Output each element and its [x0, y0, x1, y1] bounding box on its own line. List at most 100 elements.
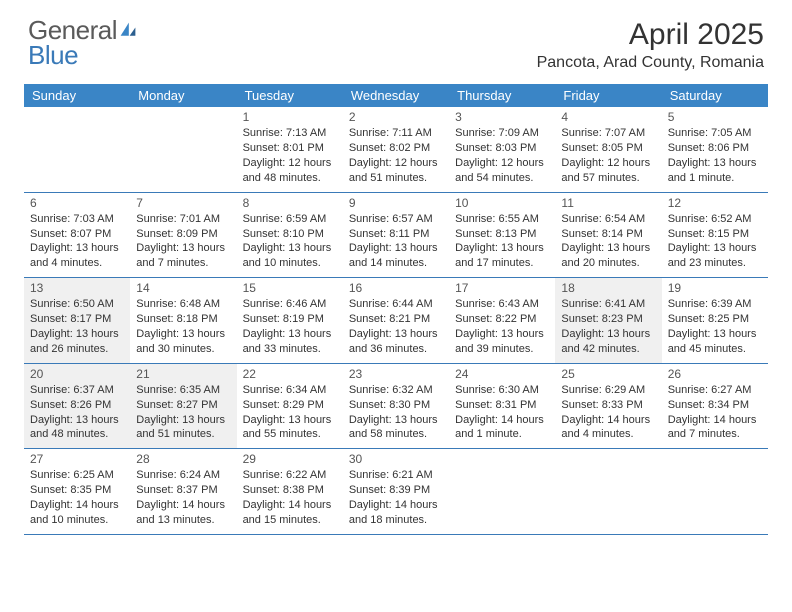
- day-10: 10Sunrise: 6:55 AMSunset: 8:13 PMDayligh…: [449, 193, 555, 278]
- sunrise-text: Sunrise: 6:46 AM: [243, 297, 337, 312]
- sunset-text: Sunset: 8:06 PM: [668, 141, 762, 156]
- day-number: 13: [30, 280, 124, 296]
- daylight-text: Daylight: 13 hours and 10 minutes.: [243, 241, 337, 271]
- dow-monday: Monday: [130, 84, 236, 107]
- sunrise-text: Sunrise: 6:32 AM: [349, 383, 443, 398]
- sunrise-text: Sunrise: 6:25 AM: [30, 468, 124, 483]
- daylight-text: Daylight: 14 hours and 1 minute.: [455, 413, 549, 443]
- daylight-text: Daylight: 13 hours and 20 minutes.: [561, 241, 655, 271]
- sunrise-text: Sunrise: 6:43 AM: [455, 297, 549, 312]
- sunset-text: Sunset: 8:15 PM: [668, 227, 762, 242]
- sunset-text: Sunset: 8:05 PM: [561, 141, 655, 156]
- daylight-text: Daylight: 13 hours and 48 minutes.: [30, 413, 124, 443]
- day-blank: [24, 107, 130, 192]
- sunset-text: Sunset: 8:22 PM: [455, 312, 549, 327]
- day-number: 19: [668, 280, 762, 296]
- sunrise-text: Sunrise: 6:57 AM: [349, 212, 443, 227]
- day-17: 17Sunrise: 6:43 AMSunset: 8:22 PMDayligh…: [449, 278, 555, 363]
- sunset-text: Sunset: 8:33 PM: [561, 398, 655, 413]
- sunset-text: Sunset: 8:31 PM: [455, 398, 549, 413]
- day-25: 25Sunrise: 6:29 AMSunset: 8:33 PMDayligh…: [555, 364, 661, 449]
- day-9: 9Sunrise: 6:57 AMSunset: 8:11 PMDaylight…: [343, 193, 449, 278]
- sunrise-text: Sunrise: 6:34 AM: [243, 383, 337, 398]
- sunrise-text: Sunrise: 6:52 AM: [668, 212, 762, 227]
- day-number: 24: [455, 366, 549, 382]
- sunrise-text: Sunrise: 6:48 AM: [136, 297, 230, 312]
- daylight-text: Daylight: 13 hours and 14 minutes.: [349, 241, 443, 271]
- day-4: 4Sunrise: 7:07 AMSunset: 8:05 PMDaylight…: [555, 107, 661, 192]
- daylight-text: Daylight: 13 hours and 45 minutes.: [668, 327, 762, 357]
- week-row: 20Sunrise: 6:37 AMSunset: 8:26 PMDayligh…: [24, 364, 768, 450]
- day-2: 2Sunrise: 7:11 AMSunset: 8:02 PMDaylight…: [343, 107, 449, 192]
- day-blank: [555, 449, 661, 534]
- day-number: 18: [561, 280, 655, 296]
- sunrise-text: Sunrise: 6:44 AM: [349, 297, 443, 312]
- sunrise-text: Sunrise: 6:54 AM: [561, 212, 655, 227]
- dow-header-row: SundayMondayTuesdayWednesdayThursdayFrid…: [24, 84, 768, 107]
- day-number: 3: [455, 109, 549, 125]
- day-number: 20: [30, 366, 124, 382]
- sunset-text: Sunset: 8:14 PM: [561, 227, 655, 242]
- daylight-text: Daylight: 13 hours and 17 minutes.: [455, 241, 549, 271]
- dow-friday: Friday: [555, 84, 661, 107]
- sunrise-text: Sunrise: 6:30 AM: [455, 383, 549, 398]
- daylight-text: Daylight: 13 hours and 36 minutes.: [349, 327, 443, 357]
- sunset-text: Sunset: 8:35 PM: [30, 483, 124, 498]
- month-title: April 2025: [537, 18, 764, 52]
- dow-tuesday: Tuesday: [237, 84, 343, 107]
- week-row: 27Sunrise: 6:25 AMSunset: 8:35 PMDayligh…: [24, 449, 768, 535]
- day-12: 12Sunrise: 6:52 AMSunset: 8:15 PMDayligh…: [662, 193, 768, 278]
- dow-sunday: Sunday: [24, 84, 130, 107]
- sunset-text: Sunset: 8:09 PM: [136, 227, 230, 242]
- sunrise-text: Sunrise: 6:27 AM: [668, 383, 762, 398]
- day-30: 30Sunrise: 6:21 AMSunset: 8:39 PMDayligh…: [343, 449, 449, 534]
- day-7: 7Sunrise: 7:01 AMSunset: 8:09 PMDaylight…: [130, 193, 236, 278]
- daylight-text: Daylight: 13 hours and 42 minutes.: [561, 327, 655, 357]
- brand-logo: GeneralBlue: [28, 18, 138, 67]
- sunrise-text: Sunrise: 6:29 AM: [561, 383, 655, 398]
- daylight-text: Daylight: 13 hours and 39 minutes.: [455, 327, 549, 357]
- sunset-text: Sunset: 8:07 PM: [30, 227, 124, 242]
- sunrise-text: Sunrise: 6:59 AM: [243, 212, 337, 227]
- day-number: 8: [243, 195, 337, 211]
- day-number: 5: [668, 109, 762, 125]
- sunrise-text: Sunrise: 7:07 AM: [561, 126, 655, 141]
- week-row: 13Sunrise: 6:50 AMSunset: 8:17 PMDayligh…: [24, 278, 768, 364]
- day-3: 3Sunrise: 7:09 AMSunset: 8:03 PMDaylight…: [449, 107, 555, 192]
- day-14: 14Sunrise: 6:48 AMSunset: 8:18 PMDayligh…: [130, 278, 236, 363]
- day-13: 13Sunrise: 6:50 AMSunset: 8:17 PMDayligh…: [24, 278, 130, 363]
- sunrise-text: Sunrise: 6:35 AM: [136, 383, 230, 398]
- page-header: GeneralBlue April 2025 Pancota, Arad Cou…: [0, 0, 792, 76]
- sunset-text: Sunset: 8:25 PM: [668, 312, 762, 327]
- daylight-text: Daylight: 14 hours and 7 minutes.: [668, 413, 762, 443]
- daylight-text: Daylight: 14 hours and 4 minutes.: [561, 413, 655, 443]
- sunrise-text: Sunrise: 6:41 AM: [561, 297, 655, 312]
- day-number: 2: [349, 109, 443, 125]
- sunrise-text: Sunrise: 7:03 AM: [30, 212, 124, 227]
- day-number: 17: [455, 280, 549, 296]
- sunset-text: Sunset: 8:37 PM: [136, 483, 230, 498]
- day-number: 27: [30, 451, 124, 467]
- day-21: 21Sunrise: 6:35 AMSunset: 8:27 PMDayligh…: [130, 364, 236, 449]
- sunset-text: Sunset: 8:23 PM: [561, 312, 655, 327]
- day-8: 8Sunrise: 6:59 AMSunset: 8:10 PMDaylight…: [237, 193, 343, 278]
- dow-thursday: Thursday: [449, 84, 555, 107]
- calendar-grid: SundayMondayTuesdayWednesdayThursdayFrid…: [0, 76, 792, 535]
- sunset-text: Sunset: 8:29 PM: [243, 398, 337, 413]
- daylight-text: Daylight: 12 hours and 54 minutes.: [455, 156, 549, 186]
- daylight-text: Daylight: 14 hours and 18 minutes.: [349, 498, 443, 528]
- sunset-text: Sunset: 8:30 PM: [349, 398, 443, 413]
- daylight-text: Daylight: 13 hours and 55 minutes.: [243, 413, 337, 443]
- daylight-text: Daylight: 14 hours and 10 minutes.: [30, 498, 124, 528]
- day-number: 21: [136, 366, 230, 382]
- daylight-text: Daylight: 12 hours and 57 minutes.: [561, 156, 655, 186]
- daylight-text: Daylight: 13 hours and 26 minutes.: [30, 327, 124, 357]
- day-blank: [130, 107, 236, 192]
- day-number: 29: [243, 451, 337, 467]
- day-number: 9: [349, 195, 443, 211]
- sunset-text: Sunset: 8:19 PM: [243, 312, 337, 327]
- sunset-text: Sunset: 8:13 PM: [455, 227, 549, 242]
- day-number: 16: [349, 280, 443, 296]
- day-number: 15: [243, 280, 337, 296]
- daylight-text: Daylight: 13 hours and 1 minute.: [668, 156, 762, 186]
